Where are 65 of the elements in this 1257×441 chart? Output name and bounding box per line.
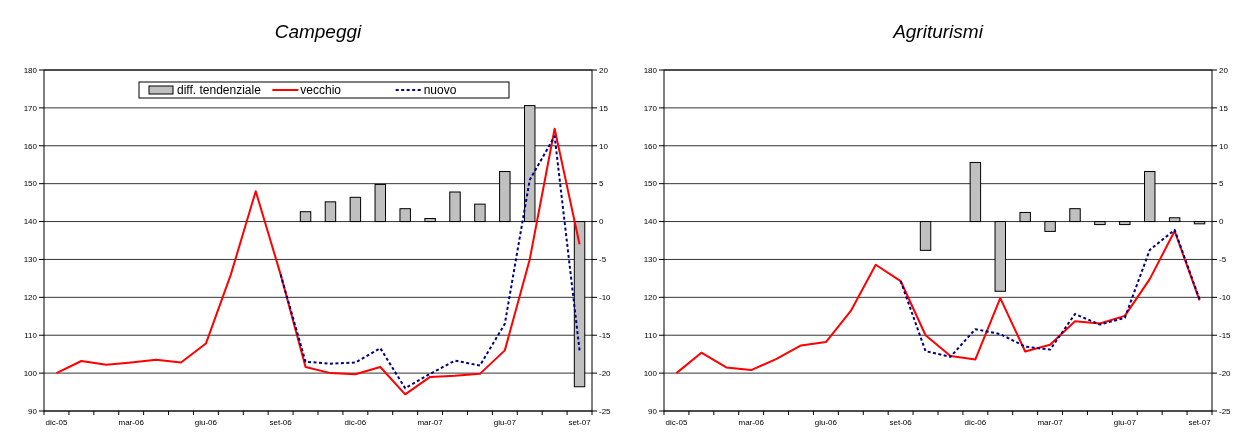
y-tick-label: 130	[23, 255, 38, 265]
y-tick-label: 150	[23, 179, 38, 189]
x-tick-label: giu-07	[1113, 418, 1137, 427]
y-tick-label: 160	[23, 141, 38, 151]
y-tick-label: 100	[23, 368, 38, 378]
legend-label: diff. tendenziale	[177, 83, 262, 98]
x-tick-label: set-07	[568, 418, 592, 427]
y2-tick-label: -5	[599, 255, 607, 265]
line-series	[899, 228, 1201, 358]
y-tick-label: 180	[23, 65, 38, 75]
y2-tick-label: 10	[599, 141, 609, 151]
legend-label: vecchio	[300, 83, 342, 98]
y2-tick-label: 5	[1219, 179, 1224, 189]
y2-tick-label: 0	[1219, 217, 1224, 227]
x-tick-label: mar-07	[1037, 418, 1064, 427]
line-series	[55, 127, 581, 396]
y2-tick-label: 20	[1219, 65, 1229, 75]
x-tick-label: mar-06	[118, 418, 145, 427]
y-tick-label: 100	[643, 368, 658, 378]
line-series	[279, 135, 581, 390]
y-tick-label: 110	[644, 331, 658, 341]
y2-tick-label: -25	[1219, 406, 1232, 416]
y-tick-label: 160	[643, 141, 658, 151]
y2-tick-label: -20	[599, 368, 612, 378]
y-tick-label: 170	[23, 103, 38, 113]
y-tick-label: 110	[24, 331, 38, 341]
y2-tick-label: -10	[599, 293, 612, 303]
x-tick-label: set-06	[889, 418, 913, 427]
y2-tick-label: -5	[1219, 255, 1227, 265]
y-tick-label: 90	[28, 406, 38, 416]
y2-tick-label: 10	[1219, 141, 1229, 151]
y-tick-label: 140	[643, 217, 658, 227]
chart-title: Agriturismi	[892, 21, 984, 42]
x-tick-label: mar-07	[417, 418, 444, 427]
y2-tick-label: 15	[599, 103, 609, 113]
y-tick-label: 90	[648, 406, 658, 416]
y2-tick-label: 20	[599, 65, 609, 75]
x-tick-label: set-06	[269, 418, 293, 427]
y2-tick-label: 5	[599, 179, 604, 189]
y2-tick-label: -15	[599, 331, 612, 341]
y-tick-label: 120	[643, 293, 658, 303]
y2-tick-label: -25	[599, 406, 612, 416]
x-tick-label: dic-05	[665, 418, 688, 427]
x-tick-label: set-07	[1188, 418, 1212, 427]
x-tick-label: dic-05	[45, 418, 68, 427]
y2-tick-label: -15	[1219, 331, 1232, 341]
y2-tick-label: -10	[1219, 293, 1232, 303]
y2-tick-label: 0	[599, 217, 604, 227]
x-tick-label: giu-06	[814, 418, 838, 427]
y-tick-label: 170	[643, 103, 658, 113]
x-tick-label: dic-06	[964, 418, 987, 427]
x-tick-label: giu-07	[493, 418, 517, 427]
x-tick-label: dic-06	[344, 418, 367, 427]
y2-tick-label: -20	[1219, 368, 1232, 378]
y-tick-label: 120	[23, 293, 38, 303]
x-tick-label: giu-06	[194, 418, 218, 427]
line-series	[675, 230, 1201, 375]
y-tick-label: 150	[643, 179, 658, 189]
y-tick-label: 180	[643, 65, 658, 75]
legend-label: nuovo	[423, 83, 457, 98]
y-tick-label: 130	[643, 255, 658, 265]
y2-tick-label: 15	[1219, 103, 1229, 113]
chart-title: Campeggi	[274, 21, 363, 42]
y-tick-label: 140	[23, 217, 38, 227]
x-tick-label: mar-06	[738, 418, 765, 427]
